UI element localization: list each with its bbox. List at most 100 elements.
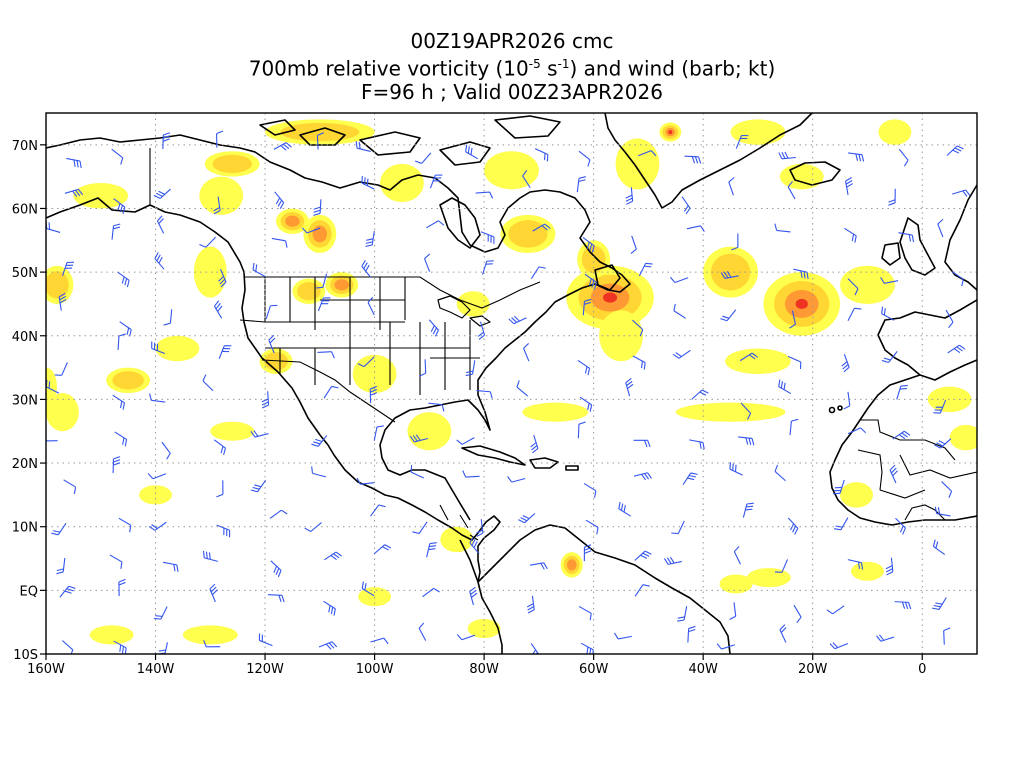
wind-barb — [361, 260, 372, 278]
wind-barb — [583, 544, 592, 562]
wind-barb — [213, 196, 221, 215]
wind-barb — [118, 578, 126, 596]
lat-label-40n: 40N — [12, 330, 38, 345]
wind-barb — [162, 561, 179, 572]
wind-barb — [689, 439, 705, 450]
lon-label-0: 0 — [918, 662, 926, 677]
wind-barb — [313, 199, 322, 216]
wind-barb — [311, 435, 328, 447]
vorticity-contour-43-0 — [467, 618, 501, 639]
wind-barb — [213, 300, 223, 319]
wind-barb — [482, 260, 494, 275]
wind-barb — [716, 643, 735, 650]
wind-barb — [895, 517, 906, 535]
wind-barb — [324, 551, 343, 561]
vorticity-contour-21-0 — [193, 246, 227, 298]
wind-barb — [534, 148, 549, 162]
wind-barb — [742, 502, 754, 518]
wind-barb — [357, 356, 375, 368]
wind-barb — [638, 262, 653, 277]
wind-barb — [632, 319, 644, 337]
wind-barb — [216, 480, 224, 498]
wind-barb — [356, 477, 375, 485]
title-line-2-prefix: 700mb relative vorticity (10 — [248, 56, 529, 81]
vorticity-contour-22-0 — [199, 176, 244, 215]
wind-barb — [271, 237, 288, 248]
wind-barb — [153, 188, 171, 200]
wind-barb — [580, 642, 594, 654]
wind-barb — [787, 181, 796, 200]
lat-label-50n: 50N — [12, 266, 38, 281]
wind-barb — [896, 385, 908, 400]
arctic-island-4 — [494, 115, 561, 139]
us-state-lines-1 — [239, 277, 480, 395]
wind-barb — [252, 262, 266, 278]
wind-barb — [947, 344, 966, 354]
wind-barb — [156, 215, 165, 234]
wind-barb — [147, 473, 167, 480]
wind-barb — [58, 292, 67, 311]
wind-barb — [315, 273, 328, 289]
wind-barb — [681, 196, 691, 215]
us-mexico-border — [261, 359, 396, 423]
wind-barb — [625, 187, 634, 205]
wind-barb — [881, 351, 898, 363]
wind-barb — [739, 352, 758, 362]
wind-barb — [728, 177, 735, 196]
cuba — [461, 445, 526, 466]
wind-barb — [740, 402, 752, 420]
wind-barb — [365, 230, 375, 247]
wind-barb — [424, 253, 431, 272]
wind-barb — [793, 604, 802, 624]
vorticity-contour-37-0 — [746, 568, 791, 588]
wind-barb — [112, 394, 126, 410]
wind-barb — [113, 198, 126, 214]
wind-barb — [516, 380, 529, 397]
wind-barb — [848, 152, 865, 162]
wind-barb — [265, 304, 278, 320]
lat-lon-grid — [46, 113, 977, 654]
wind-barb — [61, 640, 74, 654]
wind-barb — [373, 425, 384, 441]
wind-barb — [112, 456, 121, 473]
wind-barb — [426, 542, 437, 558]
wind-barb — [889, 464, 898, 484]
wind-barb — [633, 439, 651, 448]
wind-barb — [62, 261, 75, 276]
wind-barb — [787, 517, 799, 535]
wind-barb — [778, 379, 792, 395]
wind-barb — [847, 278, 859, 296]
wind-barb — [845, 177, 853, 195]
wind-barb — [209, 583, 218, 603]
central-america-borders — [439, 504, 479, 541]
wind-barb — [634, 550, 652, 561]
title-line-2-exponent-2: -1 — [557, 57, 570, 71]
vorticity-contour-29-0 — [456, 291, 490, 317]
wind-barb — [323, 385, 339, 399]
wind-barb — [64, 188, 84, 197]
wind-barb — [199, 236, 216, 248]
wind-barb — [465, 144, 479, 160]
wind-barb — [161, 441, 171, 460]
wind-barb — [633, 472, 653, 481]
wind-barb — [507, 476, 526, 483]
wind-barb — [937, 218, 944, 238]
title-line-3: F=96 h ; Valid 00Z23APR2026 — [361, 79, 663, 104]
title-line-2-mid: s — [540, 56, 558, 81]
vorticity-contour-13-1 — [46, 271, 69, 299]
wind-barb — [268, 334, 276, 354]
wind-barb — [261, 391, 270, 409]
wind-barb — [317, 297, 331, 312]
wind-barb — [428, 402, 445, 412]
europe-africa-coast — [829, 184, 977, 526]
wind-barb — [946, 145, 964, 156]
wind-barb — [213, 439, 227, 456]
lon-label-140w: 140W — [137, 662, 175, 677]
wind-barb — [274, 191, 285, 209]
wind-barb — [943, 627, 951, 645]
wind-barb — [476, 519, 484, 537]
vorticity-contour-20-0 — [380, 163, 424, 203]
wind-barb — [582, 237, 595, 253]
vorticity-contour-31-0 — [615, 138, 660, 190]
wind-barb — [735, 134, 749, 149]
